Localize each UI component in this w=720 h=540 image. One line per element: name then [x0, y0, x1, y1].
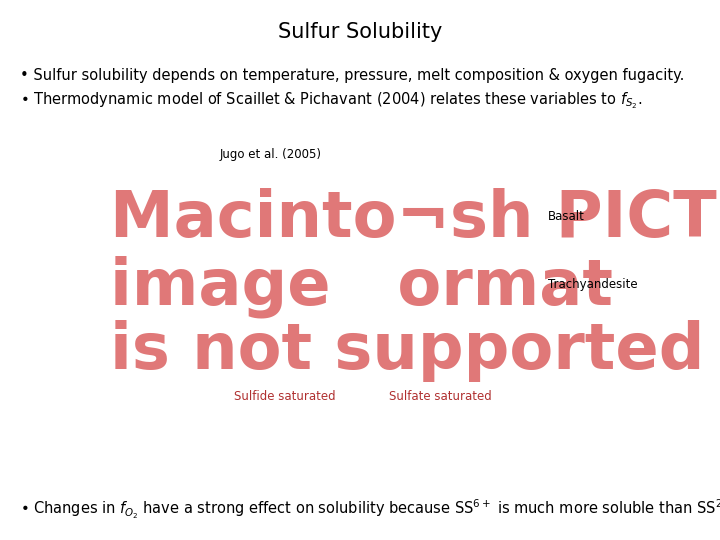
Text: • Changes in $\mathit{f}_{\mathit{O}_2}$ have a strong effect on solubility beca: • Changes in $\mathit{f}_{\mathit{O}_2}$…	[20, 498, 720, 521]
Text: Trachyandesite: Trachyandesite	[548, 278, 638, 291]
Text: is not supported: is not supported	[110, 320, 704, 382]
Text: • Thermodynamic model of Scaillet & Pichavant (2004) relates these variables to : • Thermodynamic model of Scaillet & Pich…	[20, 90, 642, 111]
Text: Macinto¬sh PICT: Macinto¬sh PICT	[110, 188, 716, 250]
Text: Basalt: Basalt	[548, 210, 585, 223]
Text: Sulfide saturated: Sulfide saturated	[234, 390, 336, 403]
Text: Sulfate saturated: Sulfate saturated	[389, 390, 491, 403]
Text: • Sulfur solubility depends on temperature, pressure, melt composition & oxygen : • Sulfur solubility depends on temperatu…	[20, 68, 685, 83]
Text: Jugo et al. (2005): Jugo et al. (2005)	[220, 148, 322, 161]
Text: image   ormat: image ormat	[110, 255, 613, 318]
Text: Sulfur Solubility: Sulfur Solubility	[278, 22, 442, 42]
